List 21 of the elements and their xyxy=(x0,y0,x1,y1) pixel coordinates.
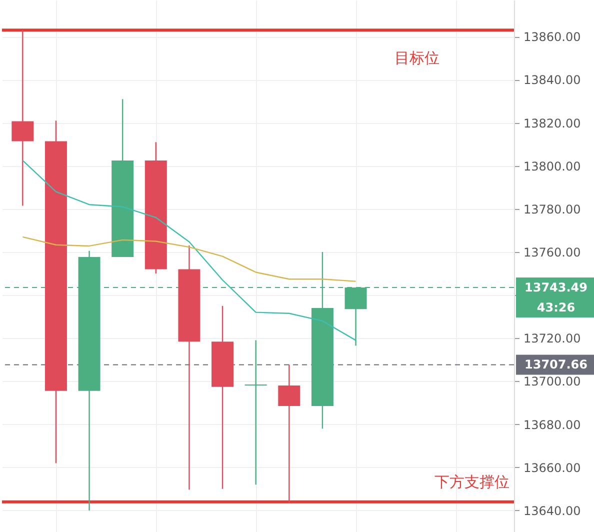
y-tick-label: 13800.00 xyxy=(524,159,581,174)
ref-line-label: 13743.49 xyxy=(524,280,588,295)
y-tick-label: 13700.00 xyxy=(524,374,581,389)
y-tick-label: 13860.00 xyxy=(524,30,581,44)
y-tick-label: 13660.00 xyxy=(524,460,581,475)
y-tick-label: 13820.00 xyxy=(524,116,581,130)
candlestick xyxy=(12,30,34,206)
candlestick xyxy=(278,364,300,504)
line-series xyxy=(22,236,356,282)
ref-line-label: 下方支撑位 xyxy=(434,472,510,491)
ref-line-label: 13707.66 xyxy=(524,358,588,372)
y-tick-label: 13680.00 xyxy=(524,418,581,432)
text: 43:26 xyxy=(536,300,576,315)
y-tick-label: 13780.00 xyxy=(524,202,581,216)
y-tick-label: 13720.00 xyxy=(524,332,581,346)
candlestick xyxy=(244,340,267,486)
line-series xyxy=(22,160,356,341)
y-tick-label: 13760.00 xyxy=(524,246,581,260)
y-tick-label: 13640.00 xyxy=(524,504,581,518)
ref-line-label: 目标位 xyxy=(394,49,440,68)
y-tick-label: 13840.00 xyxy=(524,73,581,88)
